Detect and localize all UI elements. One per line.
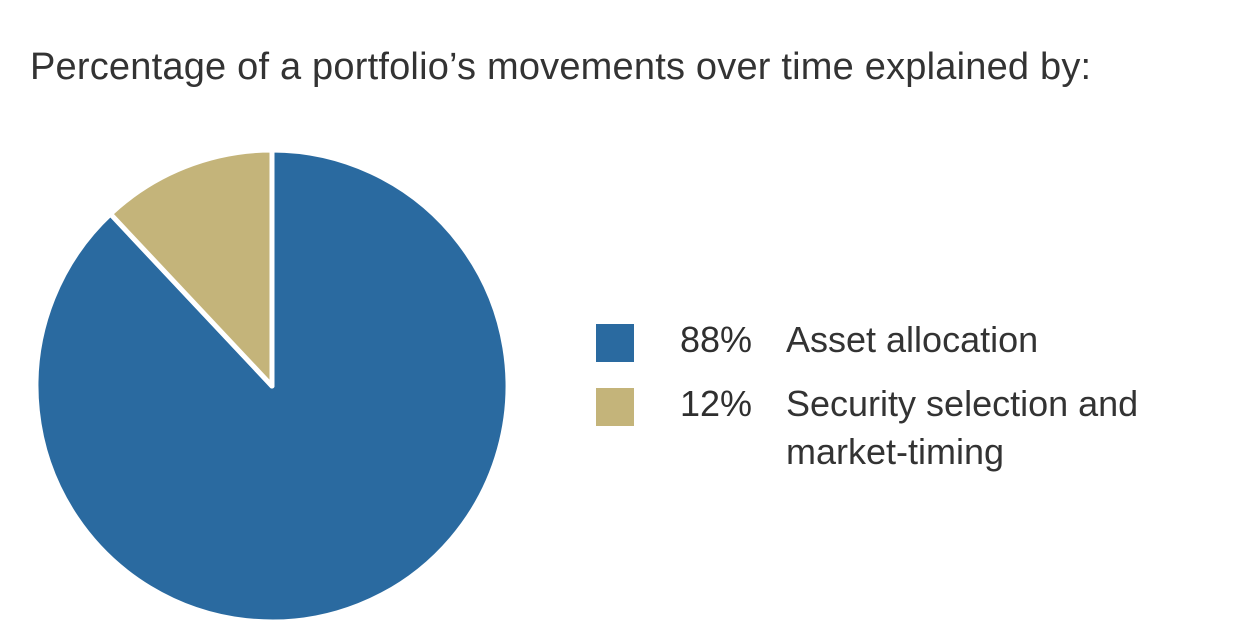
legend-value: 88%: [679, 319, 752, 360]
legend-value: 12%: [679, 383, 752, 424]
legend-label: Asset allocation: [786, 319, 1039, 360]
legend-label: Security selection and market-timing: [786, 383, 1139, 472]
legend-swatch: [596, 324, 634, 362]
pie-slices: [33, 147, 511, 625]
pie-chart: [33, 147, 511, 625]
pie-slice-security-selection-and-market-timing: [107, 147, 275, 389]
legend-swatch: [596, 388, 634, 426]
chart-title: Percentage of a portfolio’s movements ov…: [30, 46, 1092, 88]
